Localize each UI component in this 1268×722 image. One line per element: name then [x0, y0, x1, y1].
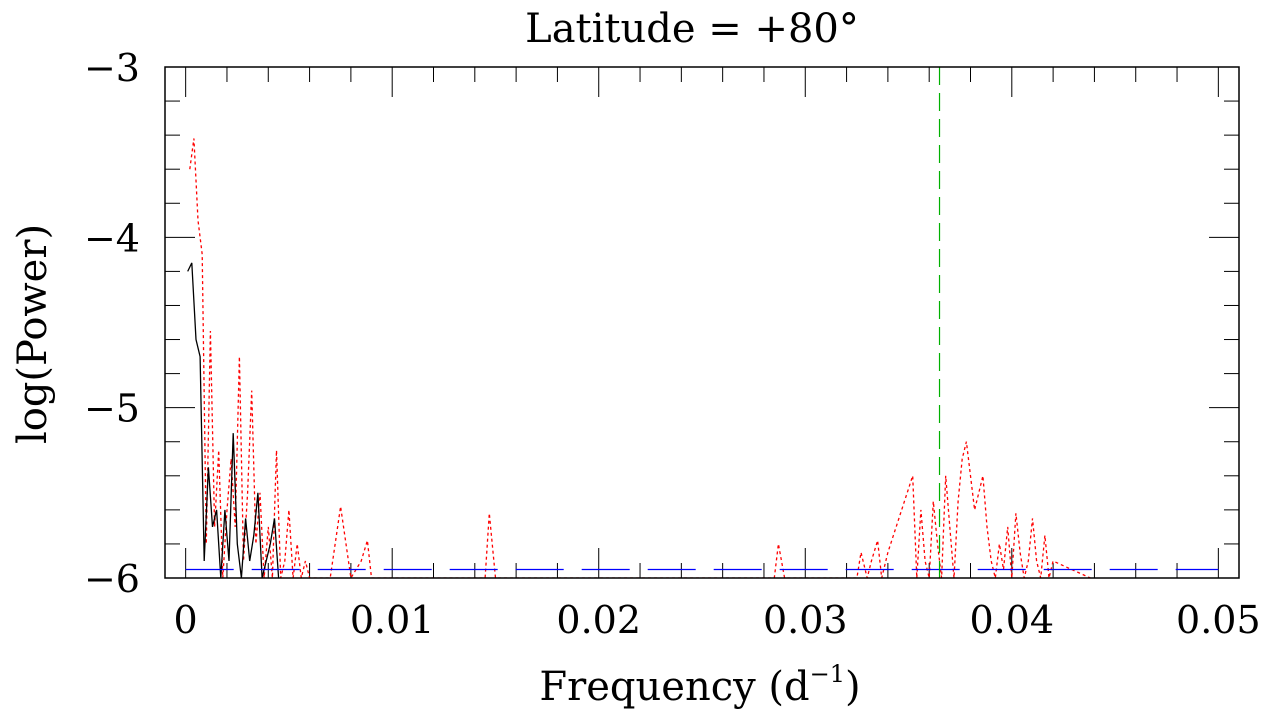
x-axis-label-end: ): [845, 664, 861, 710]
x-tick-label: 0.04: [970, 598, 1055, 642]
series-group: [185, 67, 1219, 578]
x-axis-label-text: Frequency (d: [539, 664, 809, 710]
y-axis-label: log(Power): [10, 224, 56, 444]
chart-title: Latitude = +80°: [525, 6, 859, 52]
tick-labels: 0 0.01 0.02 0.03 0.04 0.05 −6 −5 −4 −3: [84, 46, 1261, 642]
y-tick-label: −3: [84, 46, 140, 90]
x-tick-label: 0.05: [1176, 598, 1261, 642]
axis-ticks: [165, 66, 1239, 579]
x-tick-label: 0.02: [556, 598, 641, 642]
x-tick-label: 0.03: [763, 598, 848, 642]
y-tick-label: −4: [84, 216, 140, 260]
plot-frame: [164, 66, 1240, 579]
y-tick-label: −6: [84, 557, 140, 601]
series-solid-line: [187, 262, 280, 578]
x-tick-label: 0: [174, 598, 198, 642]
series-dotted-line: [189, 138, 1091, 578]
x-axis-label: Frequency (d−1): [539, 660, 860, 710]
x-tick-label: 0.01: [350, 598, 435, 642]
x-axis-label-sup: −1: [810, 660, 845, 688]
y-tick-label: −5: [84, 387, 140, 431]
